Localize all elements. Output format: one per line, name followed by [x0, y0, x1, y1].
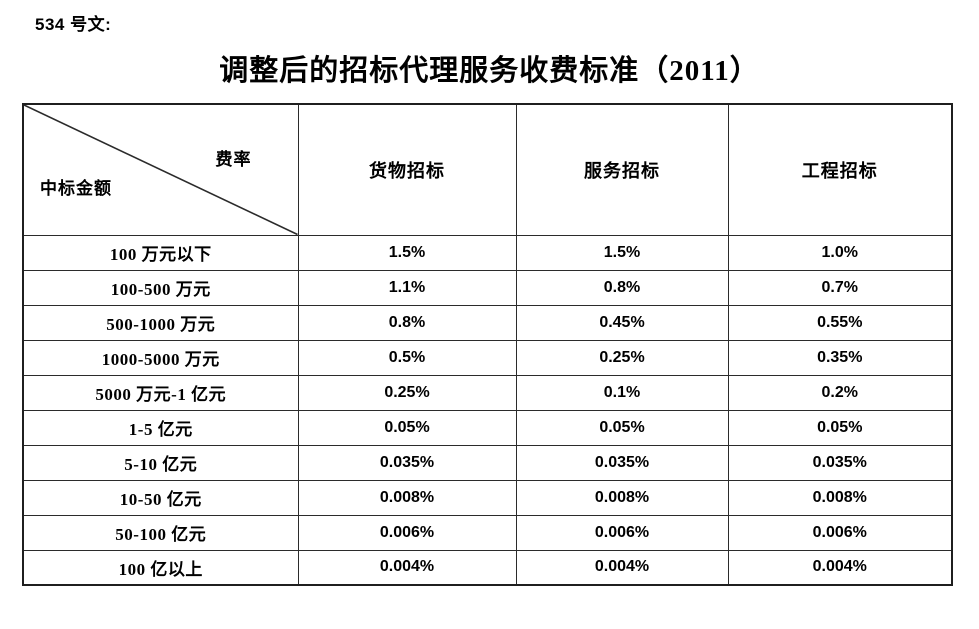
row-label: 1-5 亿元 — [22, 409, 299, 446]
fee-value: 1.0% — [727, 234, 953, 271]
corner-header-cell: 费率 中标金额 — [22, 103, 299, 236]
fee-value: 0.45% — [515, 304, 729, 341]
doc-number-label: 534 号文: — [35, 15, 112, 34]
corner-label-amount: 中标金额 — [40, 178, 112, 198]
fee-value: 0.5% — [297, 339, 517, 376]
row-label: 1000-5000 万元 — [22, 339, 299, 376]
fee-value: 1.1% — [297, 269, 517, 306]
table-row: 100 亿以上 0.004% 0.004% 0.004% — [22, 549, 953, 586]
fee-value: 0.006% — [297, 514, 517, 551]
column-header-service: 服务招标 — [515, 103, 729, 236]
fee-value: 0.004% — [515, 549, 729, 586]
table-row: 50-100 亿元 0.006% 0.006% 0.006% — [22, 514, 953, 551]
fee-value: 0.008% — [297, 479, 517, 516]
table-header-row: 费率 中标金额 货物招标 服务招标 工程招标 — [22, 103, 953, 236]
column-header-goods: 货物招标 — [297, 103, 517, 236]
fee-value: 0.8% — [515, 269, 729, 306]
row-label: 100 亿以上 — [22, 549, 299, 586]
table-row: 100-500 万元 1.1% 0.8% 0.7% — [22, 269, 953, 306]
table-row: 5-10 亿元 0.035% 0.035% 0.035% — [22, 444, 953, 481]
row-label: 100-500 万元 — [22, 269, 299, 306]
row-label: 50-100 亿元 — [22, 514, 299, 551]
column-header-engineering: 工程招标 — [727, 103, 953, 236]
fee-value: 0.006% — [727, 514, 953, 551]
fee-value: 0.05% — [297, 409, 517, 446]
fee-value: 0.05% — [515, 409, 729, 446]
row-label: 500-1000 万元 — [22, 304, 299, 341]
fee-value: 0.05% — [727, 409, 953, 446]
fee-value: 0.035% — [297, 444, 517, 481]
diagonal-divider-line — [24, 105, 298, 235]
table-row: 1000-5000 万元 0.5% 0.25% 0.35% — [22, 339, 953, 376]
fee-value: 0.35% — [727, 339, 953, 376]
page-title: 调整后的招标代理服务收费标准（2011） — [219, 55, 760, 87]
fee-value: 0.006% — [515, 514, 729, 551]
table-row: 100 万元以下 1.5% 1.5% 1.0% — [22, 234, 953, 271]
fee-value: 0.035% — [515, 444, 729, 481]
corner-label-rate: 费率 — [215, 150, 252, 169]
table-row: 5000 万元-1 亿元 0.25% 0.1% 0.2% — [22, 374, 953, 411]
fee-value: 0.8% — [297, 304, 517, 341]
fee-value: 0.2% — [727, 374, 953, 411]
fee-value: 0.7% — [727, 269, 953, 306]
table-row: 500-1000 万元 0.8% 0.45% 0.55% — [22, 304, 953, 341]
fee-value: 0.1% — [515, 374, 729, 411]
row-label: 5-10 亿元 — [22, 444, 299, 481]
row-label: 100 万元以下 — [22, 234, 299, 271]
fee-value: 1.5% — [297, 234, 517, 271]
fee-value: 0.25% — [515, 339, 729, 376]
table-row: 1-5 亿元 0.05% 0.05% 0.05% — [22, 409, 953, 446]
fee-value: 0.035% — [727, 444, 953, 481]
fee-value: 0.008% — [515, 479, 729, 516]
fee-value: 0.55% — [727, 304, 953, 341]
fee-rate-table: 费率 中标金额 货物招标 服务招标 工程招标 100 万元以下 1.5% 1.5… — [22, 103, 953, 586]
fee-value: 0.004% — [297, 549, 517, 586]
row-label: 10-50 亿元 — [22, 479, 299, 516]
table-row: 10-50 亿元 0.008% 0.008% 0.008% — [22, 479, 953, 516]
fee-value: 0.008% — [727, 479, 953, 516]
fee-value: 0.25% — [297, 374, 517, 411]
fee-value: 0.004% — [727, 549, 953, 586]
row-label: 5000 万元-1 亿元 — [22, 374, 299, 411]
fee-value: 1.5% — [515, 234, 729, 271]
